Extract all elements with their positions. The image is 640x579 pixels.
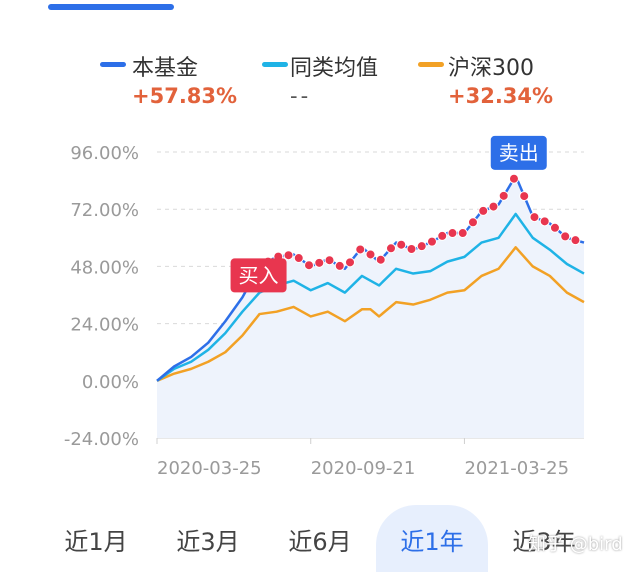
performance-chart: 96.00% 72.00% 48.00% 24.00% 0.00% -24.00% 2020… xyxy=(64,135,585,479)
legend-swatch-index xyxy=(418,62,444,67)
sell-point-dot xyxy=(560,231,571,242)
legend-label-peer: 同类均值 xyxy=(290,56,379,81)
sell-point-dot xyxy=(304,260,315,271)
sell-point-dot xyxy=(498,190,509,201)
sell-point-dot xyxy=(345,257,356,268)
sell-point-dot xyxy=(396,239,407,250)
sell-point-dot xyxy=(519,191,530,202)
fund-area xyxy=(157,175,584,439)
period-tabs: 近1月 近3月 近6月 近1年 近3年 xyxy=(0,505,640,572)
sell-marker-badge xyxy=(490,135,547,170)
legend-swatch-peer xyxy=(262,62,288,67)
tab-3-years[interactable]: 近3年 xyxy=(512,528,576,556)
x-tick-label: 2020-03-25 xyxy=(157,458,262,479)
sell-point-dot xyxy=(334,260,345,271)
sell-point-dot xyxy=(375,254,386,265)
sell-point-dot xyxy=(447,228,458,239)
legend-swatch-fund xyxy=(100,62,126,67)
sell-point-dot xyxy=(385,243,396,254)
index-line xyxy=(156,246,585,382)
sell-point-dot xyxy=(365,249,376,260)
sell-point-dot xyxy=(549,222,560,233)
y-tick-label: -24.00% xyxy=(64,429,139,450)
y-tick-label: 96.00% xyxy=(70,143,139,164)
watermark: 知乎 @bird xyxy=(528,534,623,555)
sell-point-dot xyxy=(478,205,489,216)
sell-point-dot xyxy=(539,216,550,227)
tab-1-month[interactable]: 近1月 xyxy=(64,528,128,556)
buy-marker-label: 买入 xyxy=(239,263,279,287)
sell-point-dot xyxy=(293,253,304,264)
sell-point-dot xyxy=(283,250,294,261)
tab-6-months[interactable]: 近6月 xyxy=(288,528,352,556)
sell-point-dot xyxy=(508,173,519,184)
buy-marker-badge xyxy=(230,258,287,293)
sell-point-dot xyxy=(570,235,581,246)
sell-point-dot xyxy=(416,241,427,252)
y-tick-label: 24.00% xyxy=(70,315,139,336)
legend-label-fund: 本基金 xyxy=(132,56,199,81)
sell-point-dot xyxy=(488,201,499,212)
peer-line xyxy=(156,212,585,382)
legend-value-peer: -- xyxy=(290,84,312,108)
legend-label-index: 沪深300 xyxy=(448,56,534,81)
chart-legend: 本基金 +57.83% 同类均值 -- 沪深300 +32.34% xyxy=(0,48,640,118)
tab-3-months[interactable]: 近3月 xyxy=(176,528,240,556)
sell-point-dot xyxy=(467,217,478,228)
sell-point-dot xyxy=(324,255,335,266)
sell-point-dot xyxy=(355,244,366,255)
x-tick-label: 2021-03-25 xyxy=(464,458,569,479)
y-tick-label: 48.00% xyxy=(70,257,139,278)
y-tick-label: 0.00% xyxy=(82,372,139,393)
sell-marker-label: 卖出 xyxy=(499,141,539,165)
active-section-indicator xyxy=(48,4,174,10)
legend-value-fund: +57.83% xyxy=(132,84,238,108)
tab-1-year[interactable]: 近1年 xyxy=(376,505,488,572)
sell-point-dot xyxy=(529,212,540,223)
sell-point-dot xyxy=(406,244,417,255)
y-tick-label: 72.00% xyxy=(70,200,139,221)
legend-value-index: +32.34% xyxy=(448,84,554,108)
x-tick-label: 2020-09-21 xyxy=(311,458,416,479)
sell-point-dot xyxy=(437,230,448,241)
sell-point-dot xyxy=(314,257,325,268)
sell-point-dot xyxy=(457,228,468,239)
sell-point-dot xyxy=(426,236,437,247)
